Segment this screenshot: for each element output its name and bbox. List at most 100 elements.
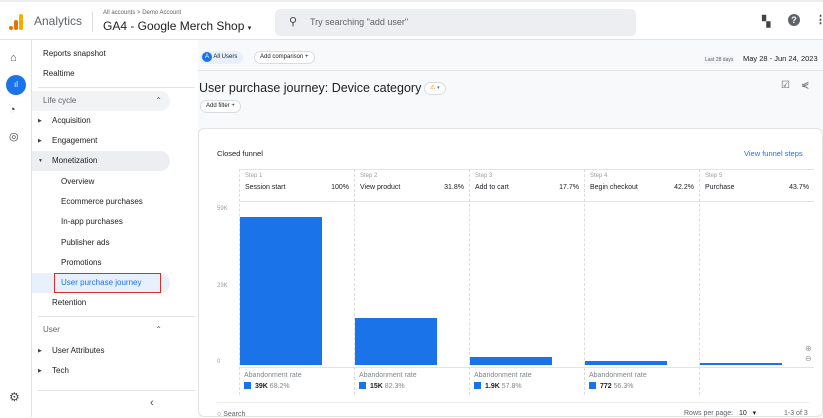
sidebar-item-retention[interactable]: Retention [52,298,87,307]
step-percent: 43.7% [789,184,809,191]
rows-per-page-select[interactable]: 10 ▾ [739,409,756,417]
card-title: Closed funnel [217,149,263,158]
funnel-step-column [239,169,354,395]
add-comparison-button[interactable]: Add comparison + [254,51,315,64]
chevron-up-icon: ⌃ [155,96,162,105]
analytics-logo-icon [9,14,23,30]
y-tick-label: 29K [217,282,228,289]
app-name: Analytics [34,14,83,28]
step-percent: 31.8% [444,184,464,191]
abandon-count: 772 [600,383,612,390]
step-number: Step 4 [590,173,608,179]
collapse-sidebar-icon[interactable]: ‹ [150,397,154,409]
item-label: Acquisition [52,116,91,125]
abandon-rate: 57.8% [501,383,522,390]
main-content: A All Users Add comparison + Last 28 day… [198,40,823,418]
segment-label: All Users [213,54,238,60]
sidebar-item-promotions[interactable]: Promotions [61,258,102,267]
abandonment-label: Abandonment rate [359,372,417,379]
explore-icon[interactable]: ◔ [9,104,16,116]
funnel-bar[interactable] [470,356,552,365]
breadcrumb[interactable]: All accounts > Demo Account [103,10,182,16]
left-rail: ⌂ ıl ◔ ◎ ⚙ [0,40,32,417]
sidebar-item-reports-snapshot[interactable]: Reports snapshot [43,49,106,58]
search-icon: ○ [217,411,222,418]
sidebar-item-engagement[interactable]: ▶ Engagement [32,131,170,151]
search-placeholder: Try searching "add user" [310,17,409,27]
customize-report-icon[interactable]: ☑ [781,80,790,91]
item-label: User purchase journey [61,278,142,287]
section-user[interactable]: User ⌃ [32,320,170,340]
caret-down-icon: ▾ [247,25,252,32]
sidebar-item-realtime[interactable]: Realtime [43,69,75,78]
abandonment-label: Abandonment rate [474,372,532,379]
step-name: View product [360,184,401,191]
pagination-label: 1-3 of 3 [784,410,808,417]
funnel-bar[interactable] [355,317,437,365]
abandon-count: 15K [370,383,383,390]
sidebar-item-monetization[interactable]: ▼ Monetization [32,151,170,171]
step-number: Step 5 [705,173,723,179]
section-label: User [43,325,60,334]
caret-down-icon: ▾ [752,410,757,417]
help-icon[interactable]: ? [788,14,800,26]
table-search[interactable]: ○ Search [217,411,245,418]
reports-icon[interactable]: ıl [6,75,26,95]
funnel-bar[interactable] [585,361,667,365]
sidebar-item-tech[interactable]: ▶ Tech [32,361,170,381]
sidebar-item-in-app-purchases[interactable]: In-app purchases [61,217,123,226]
zoom-out-icon[interactable]: ⊖ [805,354,812,363]
abandonment-value: 772 56.3% [589,382,634,390]
funnel-card: Closed funnel View funnel steps 59K 29K 0 S… [198,128,823,418]
view-funnel-steps-link[interactable]: View funnel steps [744,149,803,158]
segment-all-users[interactable]: A All Users [200,51,244,64]
item-label: User Attributes [52,346,105,355]
title-warning-dropdown[interactable]: ⚠ ▾ [424,82,446,95]
apps-grid-icon[interactable]: ▚ [762,16,771,28]
search-bar[interactable]: ⚲ Try searching "add user" [275,9,636,36]
legend-swatch [359,382,366,389]
funnel-bar[interactable] [240,216,322,365]
plus-icon: + [305,54,309,60]
funnel-bar[interactable] [700,363,782,365]
abandon-count: 39K [255,383,268,390]
abandon-rate: 56.3% [613,383,634,390]
sidebar-item-user-attributes[interactable]: ▶ User Attributes [32,341,170,361]
date-preset-label: Last 28 days [704,56,735,64]
abandonment-value: 1.9K 57.8% [474,382,522,390]
section-life-cycle[interactable]: Life cycle ⌃ [32,91,170,111]
warning-icon: ⚠ [430,85,436,91]
share-icon[interactable]: ⋞ [801,80,810,91]
expand-arrow-icon: ▶ [38,348,42,354]
collapse-arrow-icon: ▼ [38,158,43,164]
date-range-picker[interactable]: May 28 - Jun 24, 2023 [743,54,818,63]
sidebar-item-acquisition[interactable]: ▶ Acquisition [32,111,170,131]
sidebar-item-user-purchase-journey[interactable]: User purchase journey [32,273,170,293]
section-label: Life cycle [43,96,77,105]
more-vert-icon[interactable]: ⋮ [815,14,823,26]
legend-swatch [474,382,481,389]
advertising-icon[interactable]: ◎ [9,131,19,143]
property-selector[interactable]: GA4 - Google Merch Shop ▾ [103,19,251,33]
add-filter-button[interactable]: Add filter + [200,100,241,113]
baseline [239,367,814,368]
funnel-step-column [354,169,469,395]
sidebar-item-publisher-ads[interactable]: Publisher ads [61,238,110,247]
item-label: Tech [52,366,69,375]
search-icon: ⚲ [289,16,298,28]
settings-gear-icon[interactable]: ⚙ [9,390,20,404]
item-label: Monetization [52,156,98,165]
y-tick-label: 59K [217,206,228,212]
legend-swatch [589,382,596,389]
step-name: Purchase [705,184,735,191]
funnel-step-column [699,169,814,395]
home-icon[interactable]: ⌂ [10,52,17,64]
sidebar-item-overview[interactable]: Overview [61,177,95,186]
step-number: Step 3 [475,173,493,179]
zoom-in-icon[interactable]: ⊕ [805,344,812,353]
sidebar-item-ecommerce-purchases[interactable]: Ecommerce purchases [61,197,143,206]
property-name: GA4 - Google Merch Shop [103,19,245,33]
button-label: Add filter [206,103,230,109]
search-label: Search [223,411,246,418]
caret-down-icon: ▾ [437,85,440,91]
